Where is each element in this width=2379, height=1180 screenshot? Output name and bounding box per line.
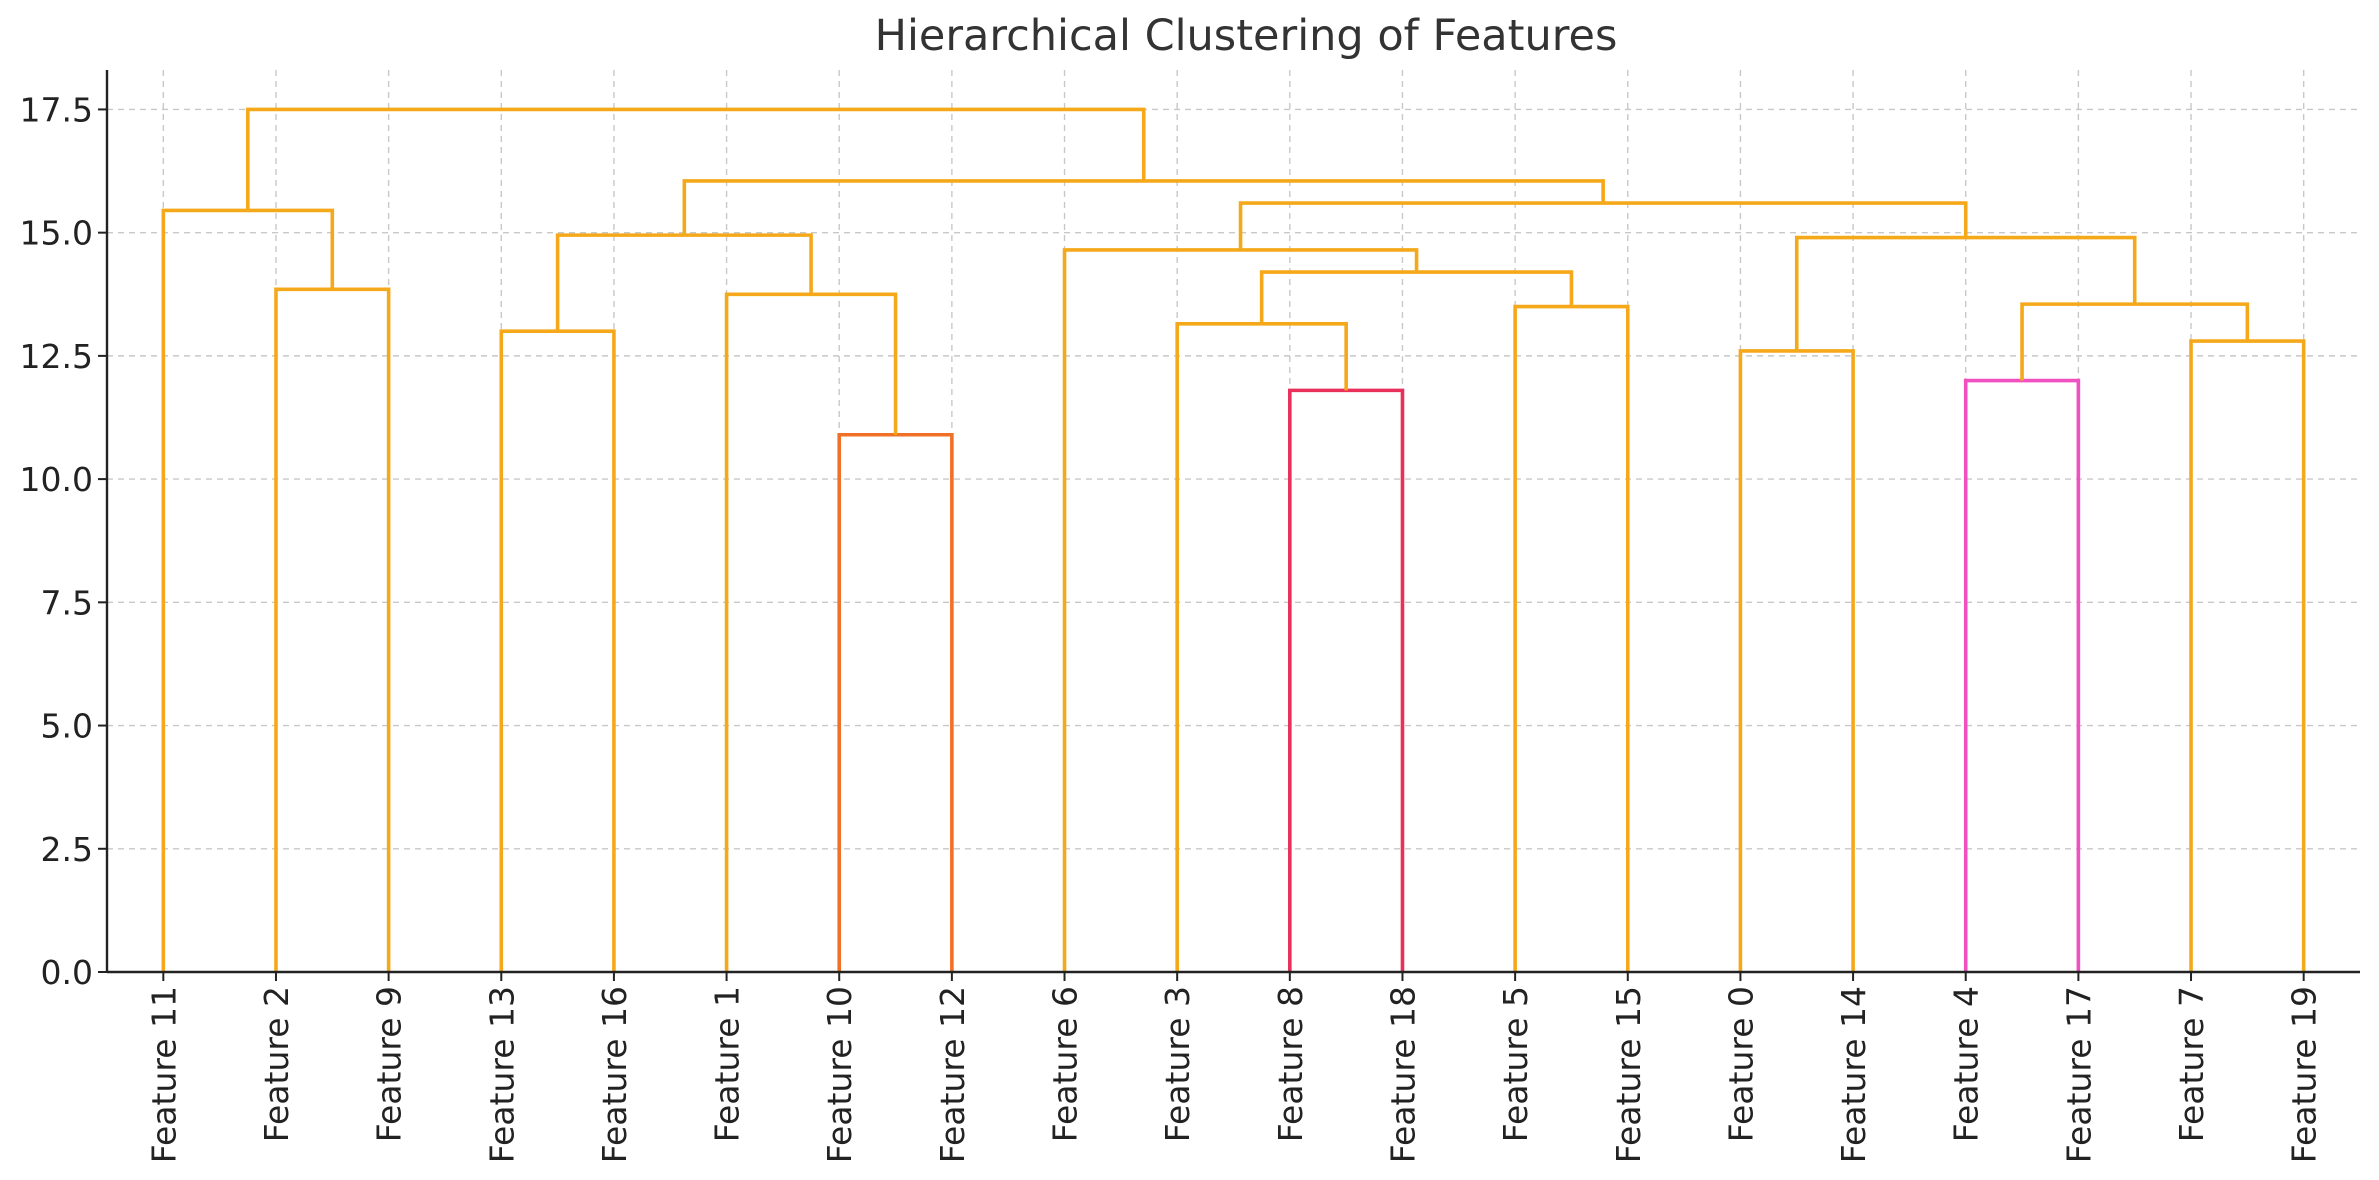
dendrogram-link	[1288, 388, 1405, 972]
dendrogram-link	[555, 233, 813, 332]
leaf-label: Feature 3	[1158, 986, 1197, 1142]
leaf-label: Feature 1	[708, 986, 747, 1142]
leaf-label: Feature 10	[820, 986, 859, 1163]
leaf-label: Feature 15	[1609, 986, 1648, 1163]
link-layer	[161, 107, 2306, 972]
leaf-label: Feature 5	[1496, 986, 1535, 1142]
dendrogram-link	[274, 287, 391, 972]
dendrogram-link	[1794, 235, 2137, 351]
dendrogram-link	[1738, 349, 1855, 972]
leaf-label: Feature 13	[482, 986, 521, 1163]
dendrogram-link	[1175, 322, 1348, 972]
y-tick-label: 10.0	[20, 460, 93, 499]
dendrogram-link	[1062, 248, 1419, 972]
leaf-label: Feature 2	[257, 986, 296, 1142]
leaf-label: Feature 9	[370, 986, 409, 1142]
dendrogram-link	[1238, 201, 1968, 250]
y-tick-layer: 0.0 2.5 5.0 7.5 10.0 12.5 15.0 17.5	[20, 90, 107, 992]
leaf-label: Feature 18	[1383, 986, 1422, 1163]
chart-title: Hierarchical Clustering of Features	[875, 11, 1618, 61]
leaf-label: Feature 4	[1947, 986, 1986, 1142]
dendrogram-link	[246, 107, 1146, 211]
leaf-label: Feature 17	[2059, 986, 2098, 1163]
leaf-label: Feature 19	[2285, 986, 2324, 1163]
leaf-label: Feature 7	[2172, 986, 2211, 1142]
y-tick-label: 2.5	[41, 830, 93, 869]
dendrogram-link	[682, 179, 1605, 236]
leaf-label: Feature 12	[933, 986, 972, 1163]
y-tick-label: 7.5	[41, 583, 93, 622]
y-tick-label: 17.5	[20, 90, 93, 129]
dendrogram-link	[1259, 270, 1574, 324]
leaf-label: Feature 16	[595, 986, 634, 1163]
y-tick-label: 5.0	[41, 707, 93, 746]
dendrogram-link	[837, 432, 954, 972]
leaf-label: Feature 11	[144, 986, 183, 1163]
grid-layer	[107, 70, 2360, 972]
dendrogram-link	[161, 208, 335, 972]
dendrogram-link	[1513, 304, 1630, 972]
y-tick-label: 15.0	[20, 214, 93, 253]
dendrogram-link	[724, 292, 898, 972]
leaf-label: Feature 6	[1046, 986, 1085, 1142]
leaf-label: Feature 8	[1271, 986, 1310, 1142]
x-tick-layer: Feature 11 Feature 2 Feature 9 Feature 13 Fe…	[144, 972, 2324, 1163]
leaf-label: Feature 0	[1721, 986, 1760, 1142]
y-tick-label: 12.5	[20, 337, 93, 376]
dendrogram-link	[2020, 302, 2250, 381]
dendrogram-link	[499, 329, 616, 972]
dendrogram-link	[1963, 378, 2081, 972]
y-tick-label: 0.0	[41, 953, 93, 992]
dendrogram-link	[2189, 339, 2306, 972]
axis-layer	[105, 70, 2360, 974]
leaf-label: Feature 14	[1834, 986, 1873, 1163]
